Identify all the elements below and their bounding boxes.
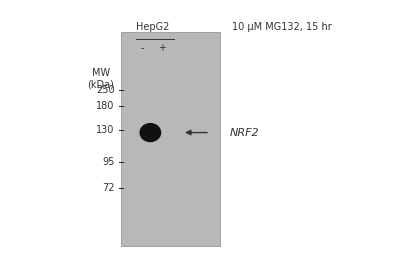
Text: 95: 95: [102, 157, 114, 167]
Ellipse shape: [140, 123, 161, 142]
Text: -: -: [141, 43, 144, 53]
Text: +: +: [158, 43, 166, 53]
Text: NRF2: NRF2: [230, 128, 260, 138]
Text: 10 μM MG132, 15 hr: 10 μM MG132, 15 hr: [232, 22, 332, 32]
Text: MW
(kDa): MW (kDa): [87, 68, 114, 90]
Text: HepG2: HepG2: [136, 22, 169, 32]
Text: 130: 130: [96, 125, 114, 135]
Bar: [120, 32, 220, 246]
Text: 72: 72: [102, 183, 114, 193]
Text: 180: 180: [96, 101, 114, 110]
Text: 250: 250: [96, 85, 114, 95]
